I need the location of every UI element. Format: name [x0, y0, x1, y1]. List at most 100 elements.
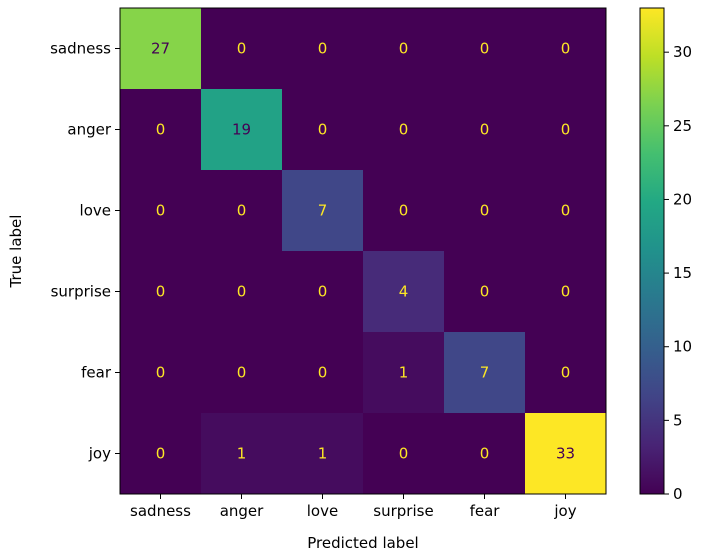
- cell-value: 0: [399, 445, 409, 463]
- matrix-cell: [525, 8, 607, 90]
- matrix-cell: [282, 170, 364, 252]
- cell-value: 0: [318, 364, 328, 382]
- cell-value: 0: [561, 364, 571, 382]
- cell-value: 0: [156, 121, 166, 139]
- cell-value: 19: [232, 121, 251, 139]
- x-tick-label: fear: [470, 502, 501, 520]
- cell-value: 0: [156, 202, 166, 220]
- cell-value: 0: [480, 40, 490, 58]
- matrix-frame: [119, 7, 607, 495]
- cell-value: 0: [399, 202, 409, 220]
- cell-value: 0: [237, 40, 247, 58]
- cell-value: 0: [561, 121, 571, 139]
- matrix-cell: [201, 170, 283, 252]
- matrix-cell: [201, 413, 283, 495]
- colorbar-tick-label: 0: [673, 485, 683, 503]
- cell-value: 0: [237, 283, 247, 301]
- colorbar-tick-label: 5: [673, 411, 683, 429]
- matrix-cell: [282, 8, 364, 90]
- matrix-cell: [120, 413, 202, 495]
- matrix-cell: [282, 332, 364, 414]
- cell-value-labels: 27 0 0 0 0 0 0 19 0 0 0 0 0 0 7 0 0 0 0 0 0 4 0 0 0 0 0 1 7 0 0 1 1 0 0 33: [151, 40, 575, 463]
- matrix-cell: [363, 413, 445, 495]
- matrix-cell: [525, 89, 607, 171]
- cell-value: 1: [237, 445, 247, 463]
- matrix-cell: [201, 251, 283, 333]
- matrix-cell: [120, 251, 202, 333]
- matrix-cell: [201, 8, 283, 90]
- y-tick-label: anger: [67, 121, 111, 139]
- x-tick-label: love: [307, 502, 338, 520]
- colorbar-tick-label: 15: [673, 264, 692, 282]
- matrix-cell: [120, 8, 202, 90]
- matrix-cell: [363, 8, 445, 90]
- matrix-cell: [525, 251, 607, 333]
- cell-value: 0: [480, 283, 490, 301]
- x-axis-label: Predicted label: [307, 534, 418, 552]
- cell-value: 33: [556, 445, 575, 463]
- cell-value: 0: [318, 40, 328, 58]
- cell-value: 0: [237, 364, 247, 382]
- colorbar-tick-label: 25: [673, 117, 692, 135]
- y-axis-label: True label: [7, 215, 25, 289]
- cell-value: 0: [561, 202, 571, 220]
- cell-value: 7: [318, 202, 328, 220]
- y-tick-label: love: [80, 202, 111, 220]
- cell-value: 0: [561, 283, 571, 301]
- matrix-cell: [444, 413, 526, 495]
- x-axis-ticks: sadness anger love surprise fear joy: [130, 494, 577, 520]
- x-tick-label: joy: [553, 502, 576, 520]
- matrix-cell: [363, 251, 445, 333]
- cell-value: 1: [399, 364, 409, 382]
- cell-value: 0: [318, 283, 328, 301]
- y-tick-label: fear: [81, 364, 112, 382]
- x-tick-label: sadness: [130, 502, 191, 520]
- colorbar-tick-label: 30: [673, 43, 692, 61]
- cell-value: 0: [480, 121, 490, 139]
- matrix-cell: [444, 8, 526, 90]
- matrix-cell: [444, 332, 526, 414]
- cell-value: 0: [399, 121, 409, 139]
- cell-value: 0: [156, 445, 166, 463]
- cell-value: 0: [237, 202, 247, 220]
- x-tick-label: anger: [220, 502, 264, 520]
- y-tick-label: sadness: [50, 40, 111, 58]
- matrix-cell: [363, 332, 445, 414]
- x-tick-label: surprise: [373, 502, 433, 520]
- cell-value: 0: [480, 445, 490, 463]
- matrix-cell: [363, 89, 445, 171]
- cell-value: 0: [399, 40, 409, 58]
- matrix-cell: [282, 413, 364, 495]
- matrix-cell: [282, 89, 364, 171]
- matrix-cells: [120, 8, 607, 495]
- colorbar-tick-label: 20: [673, 190, 692, 208]
- colorbar: [639, 7, 665, 495]
- y-tick-label: surprise: [51, 283, 111, 301]
- matrix-cell: [525, 413, 607, 495]
- cell-value: 7: [480, 364, 490, 382]
- matrix-cell: [201, 332, 283, 414]
- colorbar-tick-label: 10: [673, 338, 692, 356]
- cell-value: 1: [318, 445, 328, 463]
- cell-value: 27: [151, 40, 170, 58]
- cell-value: 0: [480, 202, 490, 220]
- matrix-cell: [444, 170, 526, 252]
- cell-value: 0: [561, 40, 571, 58]
- matrix-cell: [120, 89, 202, 171]
- matrix-cell: [120, 170, 202, 252]
- matrix-cell: [525, 170, 607, 252]
- cell-value: 0: [156, 364, 166, 382]
- cell-value: 0: [156, 283, 166, 301]
- colorbar-ticks: 0 5 10 15 20 25 30: [664, 43, 692, 503]
- matrix-cell: [201, 89, 283, 171]
- matrix-cell: [120, 332, 202, 414]
- cell-value: 4: [399, 283, 409, 301]
- cell-value: 0: [318, 121, 328, 139]
- matrix-cell: [444, 251, 526, 333]
- matrix-cell: [525, 332, 607, 414]
- y-axis-ticks: sadness anger love surprise fear joy: [50, 40, 120, 463]
- y-tick-label: joy: [88, 445, 111, 463]
- matrix-cell: [282, 251, 364, 333]
- matrix-cell: [444, 89, 526, 171]
